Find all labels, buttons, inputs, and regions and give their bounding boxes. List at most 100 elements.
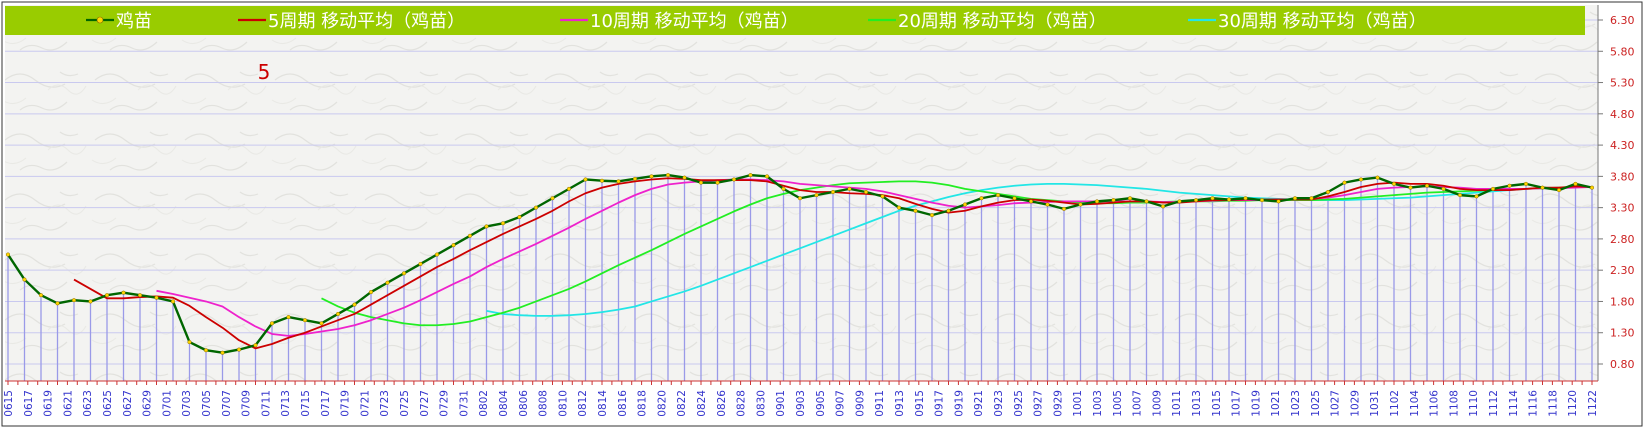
data-point (665, 173, 671, 178)
x-tick-label: 0617 (23, 390, 35, 417)
data-point (1144, 199, 1149, 204)
x-tick-label: 0731 (458, 390, 470, 417)
x-tick-label: 0925 (1013, 390, 1025, 417)
y-tick-label: 3.80 (1610, 170, 1635, 183)
series-line-3 (321, 180, 1592, 327)
data-point (1259, 198, 1265, 203)
x-tick-label: 1108 (1448, 390, 1460, 417)
legend: 鸡苗 5周期 移动平均（鸡苗） 10周期 移动平均（鸡苗） 20周期 移动平均（鸡苗）… (86, 11, 1427, 32)
x-tick-label: 0820 (656, 390, 668, 417)
x-tick-label: 1110 (1468, 390, 1480, 417)
data-point (1309, 196, 1314, 201)
data-point (71, 298, 77, 303)
series-line-4 (486, 182, 1592, 317)
x-tick-label: 0903 (795, 390, 807, 417)
data-point (1573, 181, 1578, 186)
data-point (715, 180, 720, 185)
data-point (1556, 188, 1562, 193)
data-point (1490, 186, 1496, 191)
legend-label-4: 30周期 移动平均（鸡苗） (1218, 11, 1427, 32)
x-tick-label: 1019 (1250, 390, 1262, 417)
x-tick-label: 1017 (1231, 390, 1243, 417)
data-point (1391, 181, 1397, 186)
x-tick-label: 1027 (1330, 390, 1342, 417)
data-point (286, 315, 291, 320)
data-point (566, 186, 572, 191)
x-tick-label: 0824 (696, 390, 708, 417)
data-point (253, 343, 258, 348)
legend-label-2: 10周期 移动平均（鸡苗） (590, 11, 799, 32)
data-point (352, 302, 357, 307)
x-tick-label: 0915 (914, 390, 926, 417)
x-tick-label: 0929 (1052, 390, 1064, 417)
x-tick-label: 1031 (1369, 390, 1381, 417)
data-point (385, 280, 390, 285)
x-tick-label: 0629 (142, 390, 154, 417)
legend-label-0: 鸡苗 (116, 11, 152, 32)
data-point (170, 299, 176, 304)
x-tick-label: 0701 (161, 390, 173, 417)
x-tick-label: 0717 (320, 390, 332, 417)
data-point (55, 301, 60, 306)
y-tick-label: 0.80 (1610, 358, 1635, 371)
data-point (616, 179, 621, 184)
x-tick-label: 0822 (676, 390, 688, 417)
data-point (1457, 193, 1463, 198)
x-tick-label: 1011 (1171, 390, 1183, 417)
data-point (1589, 185, 1595, 190)
x-tick-label: 0913 (894, 390, 906, 417)
data-point (1375, 175, 1380, 180)
x-tick-label: 1023 (1290, 390, 1302, 417)
data-point (1028, 199, 1034, 204)
x-tick-label: 0703 (181, 390, 193, 417)
x-tick-label: 0802 (478, 390, 490, 417)
data-point (682, 175, 687, 180)
data-point (995, 193, 1001, 198)
data-point (104, 293, 110, 298)
data-point (1408, 185, 1413, 190)
y-tick-label: 5.80 (1610, 45, 1635, 58)
x-tick-label: 0907 (835, 390, 847, 417)
data-point (187, 340, 192, 345)
x-tick-label: 0828 (736, 390, 748, 417)
data-point (500, 221, 506, 226)
y-axis-ticks: 6.30 5.80 5.30 4.80 4.30 3.80 3.30 2.80 2.30 1.80… (1598, 14, 1635, 371)
data-point (1507, 183, 1512, 188)
x-tick-label: 1118 (1547, 390, 1559, 417)
x-tick-label: 0727 (419, 390, 431, 417)
x-tick-label: 0623 (82, 390, 94, 417)
x-tick-label: 0919 (953, 390, 965, 417)
data-point (1358, 177, 1364, 182)
data-point (880, 194, 885, 199)
x-tick-label: 0812 (577, 390, 589, 417)
data-point (1111, 198, 1116, 203)
x-tick-label: 0721 (359, 390, 371, 417)
x-tick-label: 0923 (993, 390, 1005, 417)
data-point (1441, 186, 1446, 191)
x-tick-label: 0814 (597, 390, 609, 417)
x-tick-label: 1114 (1508, 390, 1520, 417)
x-tick-label: 0816 (617, 390, 629, 417)
x-tick-label: 0921 (973, 390, 985, 417)
x-tick-label: 1015 (1211, 390, 1223, 417)
data-point (599, 178, 605, 183)
data-point (1078, 202, 1083, 207)
x-tick-label: 0711 (260, 390, 272, 417)
data-point (731, 177, 737, 182)
data-point (1342, 180, 1347, 185)
y-tick-label: 2.80 (1610, 233, 1635, 246)
y-tick-label: 2.30 (1610, 264, 1635, 277)
value-bars (7, 175, 1593, 381)
data-point (1424, 183, 1430, 188)
series-markers (5, 173, 1595, 355)
data-point (203, 348, 209, 353)
legend-marker (96, 16, 104, 24)
x-tick-label: 1013 (1191, 390, 1203, 417)
x-tick-label: 1029 (1349, 390, 1361, 417)
x-tick-label: 0627 (122, 390, 134, 417)
x-tick-label: 1122 (1587, 390, 1599, 417)
chart-annotation: 5 (258, 60, 271, 84)
data-point (1226, 197, 1232, 202)
data-point (236, 347, 242, 352)
data-point (1276, 199, 1281, 204)
